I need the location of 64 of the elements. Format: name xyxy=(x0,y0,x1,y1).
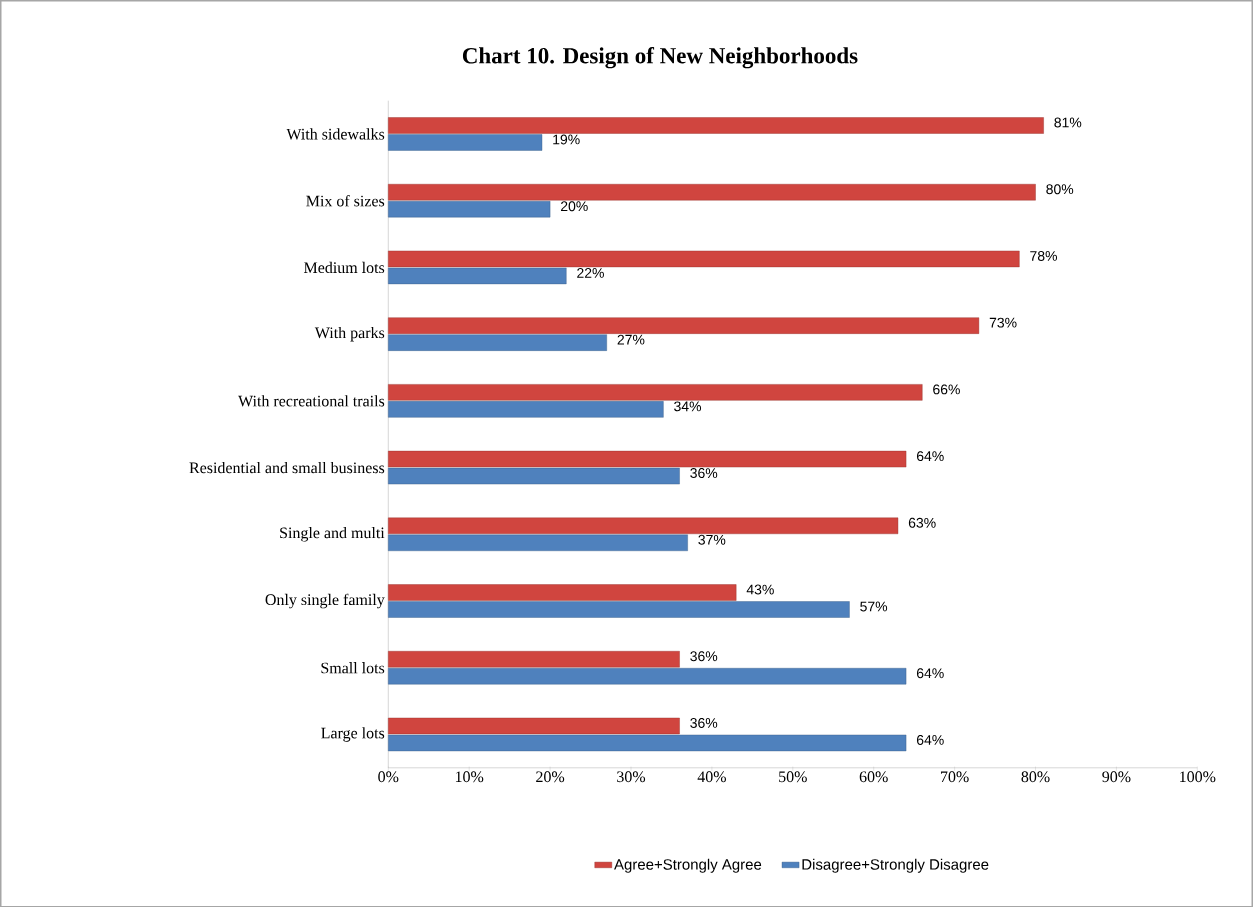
bar xyxy=(388,117,1044,134)
bar xyxy=(388,267,567,284)
data-label: 36% xyxy=(690,717,718,728)
y-tick-label: With parks xyxy=(314,326,385,342)
bar xyxy=(388,650,680,668)
bar xyxy=(388,200,551,218)
bar xyxy=(388,467,680,485)
x-tick-label: 10% xyxy=(455,771,484,782)
data-label: 64% xyxy=(916,450,944,461)
legend-label: Agree+Strongly Agree xyxy=(614,858,762,873)
bar xyxy=(388,334,607,351)
bar xyxy=(388,317,980,334)
chart-title: Chart 10. Design of New Neighborhoods xyxy=(462,46,858,69)
y-tick-label: Medium lots xyxy=(303,261,385,273)
y-tick-label: Only single family xyxy=(265,593,385,609)
bar xyxy=(388,667,907,685)
bar xyxy=(388,601,850,618)
data-label: 66% xyxy=(933,384,960,395)
bar xyxy=(388,183,1036,201)
x-tick-label: 80% xyxy=(1021,771,1050,782)
data-label: 36% xyxy=(690,651,718,662)
bar xyxy=(388,450,907,468)
data-label: 37% xyxy=(698,534,726,545)
x-tick-label: 30% xyxy=(617,771,646,782)
data-label: 34% xyxy=(674,401,702,412)
bar xyxy=(388,400,664,418)
bar xyxy=(388,534,688,551)
bar xyxy=(388,250,1020,267)
bar xyxy=(388,517,899,534)
x-tick-label: 60% xyxy=(859,771,888,782)
data-label: 36% xyxy=(690,467,718,478)
y-tick-label: Mix of sizes xyxy=(306,194,385,207)
y-tick-label: Residential and small business xyxy=(189,461,385,473)
data-label: 63% xyxy=(908,517,936,528)
data-label: 80% xyxy=(1046,184,1074,194)
y-tick-label: With sidewalks xyxy=(286,128,385,140)
y-tick-label: Small lots xyxy=(321,661,385,674)
data-label: 27% xyxy=(617,334,645,345)
data-label: 43% xyxy=(746,584,774,595)
y-tick-label: Single and multi xyxy=(280,526,385,542)
x-tick-label: 0% xyxy=(378,771,399,782)
x-tick-label: 50% xyxy=(779,771,807,782)
x-tick-label: 100% xyxy=(1180,771,1216,782)
bar xyxy=(388,717,680,734)
x-tick-label: 90% xyxy=(1102,771,1131,782)
y-tick-label: With recreational trails xyxy=(238,394,385,407)
data-label: 64% xyxy=(916,734,944,745)
legend-label: Disagree+Strongly Disagree xyxy=(802,858,989,873)
y-tick-label: Large lots xyxy=(321,726,385,742)
bar xyxy=(388,383,923,401)
data-label: 81% xyxy=(1054,117,1082,128)
data-label: 57% xyxy=(860,601,888,612)
data-label: 19% xyxy=(553,134,580,145)
data-label: 20% xyxy=(560,201,588,211)
data-label: 73% xyxy=(989,317,1017,328)
data-label: 64% xyxy=(916,668,944,678)
x-tick-label: 70% xyxy=(941,771,969,782)
bar xyxy=(388,734,907,751)
x-tick-label: 40% xyxy=(697,771,727,782)
bar xyxy=(388,134,543,151)
bar xyxy=(388,584,737,601)
data-label: 22% xyxy=(577,267,604,278)
data-label: 78% xyxy=(1030,250,1058,261)
x-tick-label: 20% xyxy=(536,771,565,782)
